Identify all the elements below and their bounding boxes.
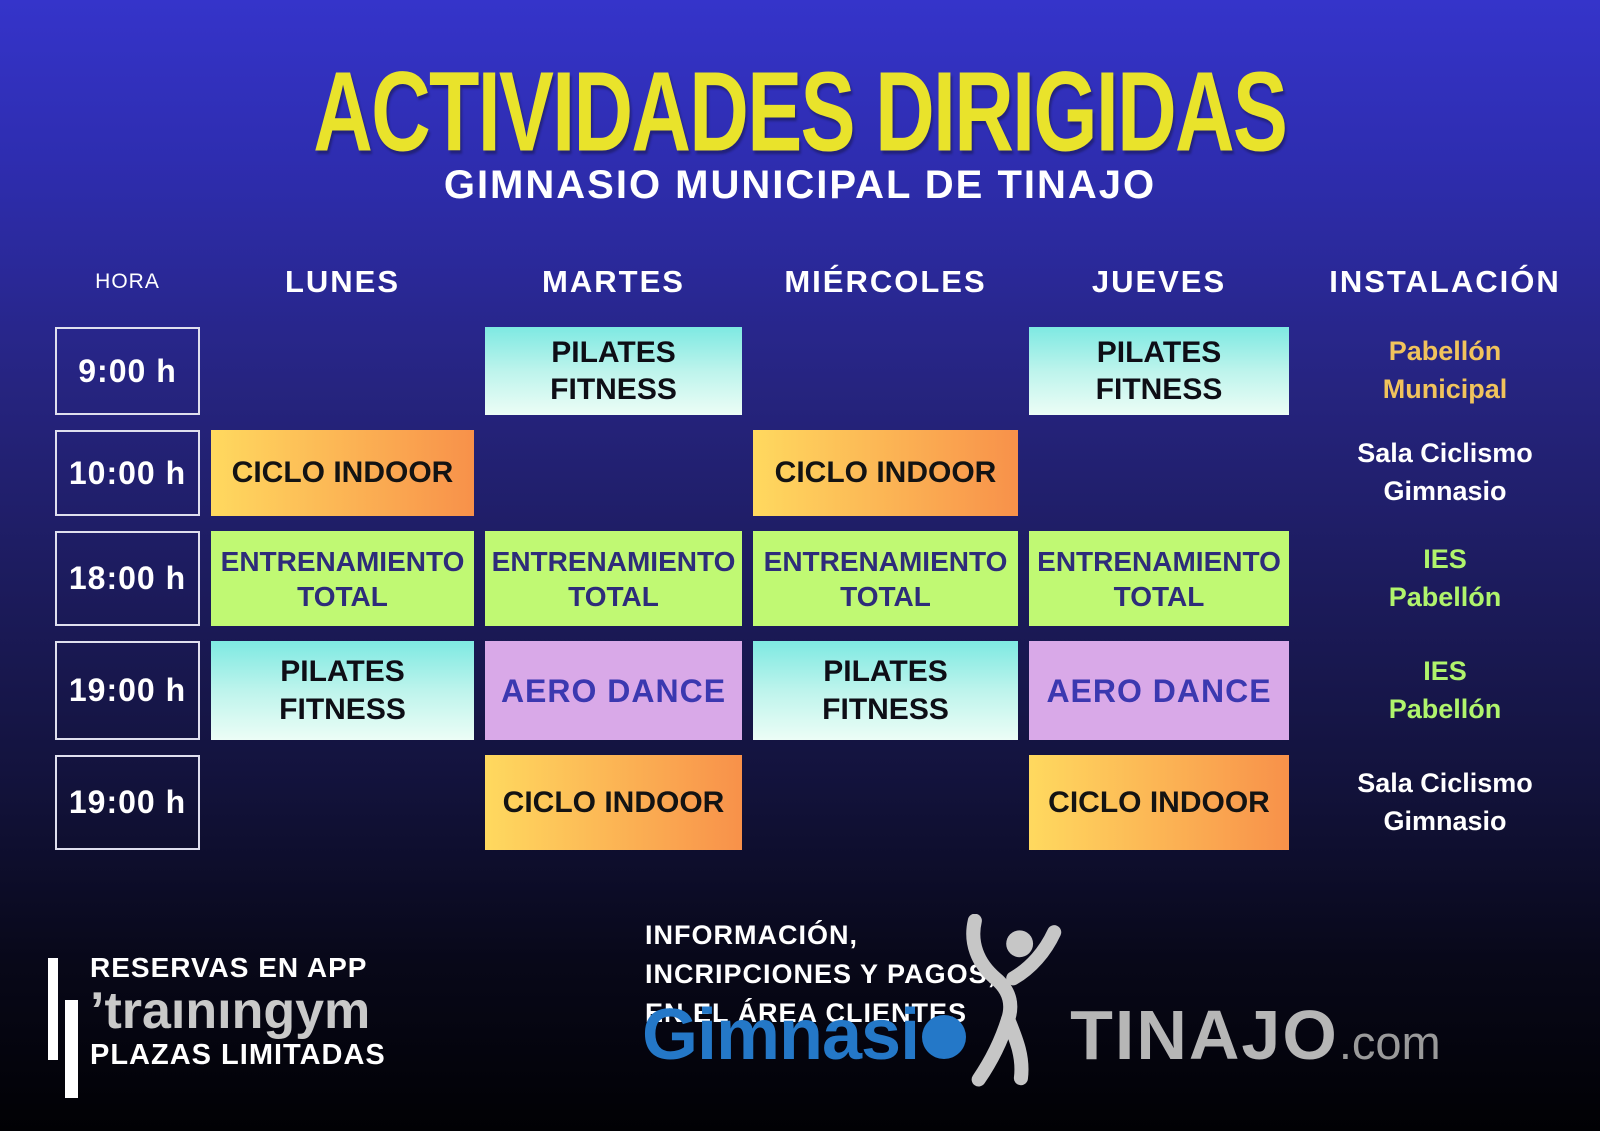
column-header-miercoles: MIÉRCOLES bbox=[784, 264, 987, 299]
logo-text-tinajo: TINAJO bbox=[1070, 996, 1339, 1074]
activity-cell: CICLO INDOOR bbox=[211, 430, 474, 516]
reservas-text: RESERVAS EN APP bbox=[90, 952, 368, 983]
info-line: INFORMACIÓN, bbox=[645, 920, 858, 950]
trainingym-wordmark: ʼtraınıngym bbox=[90, 982, 371, 1040]
venue-line: IES bbox=[1423, 543, 1467, 574]
venue-cell: IES Pabellón bbox=[1300, 641, 1590, 740]
gymnast-icon bbox=[966, 914, 1062, 1087]
activity-cell: PILATES FITNESS bbox=[753, 641, 1018, 740]
logo-text-gimnasi: Gimnasi bbox=[642, 995, 920, 1075]
trainingym-logo-bar-icon bbox=[48, 958, 58, 1060]
venue-line: Sala Ciclismo bbox=[1357, 438, 1533, 469]
logo-o-disc: o bbox=[922, 1015, 967, 1059]
activity-cell: PILATES FITNESS bbox=[211, 641, 474, 740]
page-title: ACTIVIDADES DIRIGIDAS bbox=[313, 49, 1288, 176]
activity-cell: PILATES FITNESS bbox=[485, 327, 742, 415]
time-cell: 9:00 h bbox=[55, 327, 200, 415]
info-line: EN EL ÁREA CLIENTES bbox=[645, 998, 968, 1029]
venue-line: IES bbox=[1423, 655, 1467, 686]
venue-line: Sala Ciclismo bbox=[1357, 767, 1533, 798]
schedule-table: HORA LUNES MARTES MIÉRCOLES JUEVES INSTA… bbox=[55, 252, 1590, 850]
time-cell: 18:00 h bbox=[55, 531, 200, 626]
activity-cell: PILATES FITNESS bbox=[1029, 327, 1289, 415]
venue-cell: Sala Ciclismo Gimnasio bbox=[1300, 430, 1590, 516]
venue-cell: Sala Ciclismo Gimnasio bbox=[1300, 755, 1590, 850]
time-cell: 19:00 h bbox=[55, 641, 200, 740]
column-header-martes: MARTES bbox=[542, 264, 685, 299]
time-cell: 19:00 h bbox=[55, 755, 200, 850]
venue-line: Pabellón bbox=[1388, 693, 1502, 724]
venue-cell: IES Pabellón bbox=[1300, 531, 1590, 626]
column-header-lunes: LUNES bbox=[284, 264, 401, 299]
reservas-block: RESERVAS EN APP ʼtraınıngym PLAZAS LIMIT… bbox=[48, 952, 386, 1098]
info-block: INFORMACIÓN, INCRIPCIONES Y PAGOS, EN EL… bbox=[645, 916, 996, 1033]
page-subtitle: GIMNASIO MUNICIPAL DE TINAJO bbox=[443, 163, 1157, 207]
gimnasio-tinajo-logo: Gimnasio TINAJO.com bbox=[642, 914, 1441, 1087]
activity-cell: CICLO INDOOR bbox=[1029, 755, 1289, 850]
time-cell: 10:00 h bbox=[55, 430, 200, 516]
column-header-hora: HORA bbox=[95, 270, 160, 293]
activity-cell: AERO DANCE bbox=[485, 641, 742, 740]
column-header-jueves: JUEVES bbox=[1091, 264, 1227, 299]
venue-line: Pabellón bbox=[1388, 581, 1502, 612]
activity-cell: CICLO INDOOR bbox=[485, 755, 742, 850]
column-header-instalacion: INSTALACIÓN bbox=[1329, 264, 1561, 299]
activity-cell: ENTRENAMIENTO TOTAL bbox=[753, 531, 1018, 626]
trainingym-logo-bar-icon bbox=[65, 1000, 78, 1098]
activity-cell: AERO DANCE bbox=[1029, 641, 1289, 740]
activity-cell: ENTRENAMIENTO TOTAL bbox=[1029, 531, 1289, 626]
venue-line: Gimnasio bbox=[1383, 805, 1507, 836]
activity-cell: CICLO INDOOR bbox=[753, 430, 1018, 516]
activity-cell: ENTRENAMIENTO TOTAL bbox=[485, 531, 742, 626]
venue-line: Pabellón bbox=[1388, 336, 1502, 367]
activity-cell: ENTRENAMIENTO TOTAL bbox=[211, 531, 474, 626]
venue-cell: Pabellón Municipal bbox=[1300, 327, 1590, 415]
venue-line: Gimnasio bbox=[1383, 476, 1507, 506]
plazas-text: PLAZAS LIMITADAS bbox=[90, 1038, 386, 1071]
logo-text-com: .com bbox=[1338, 1016, 1441, 1069]
venue-line: Municipal bbox=[1382, 374, 1508, 404]
info-line: INCRIPCIONES Y PAGOS, bbox=[645, 959, 997, 990]
